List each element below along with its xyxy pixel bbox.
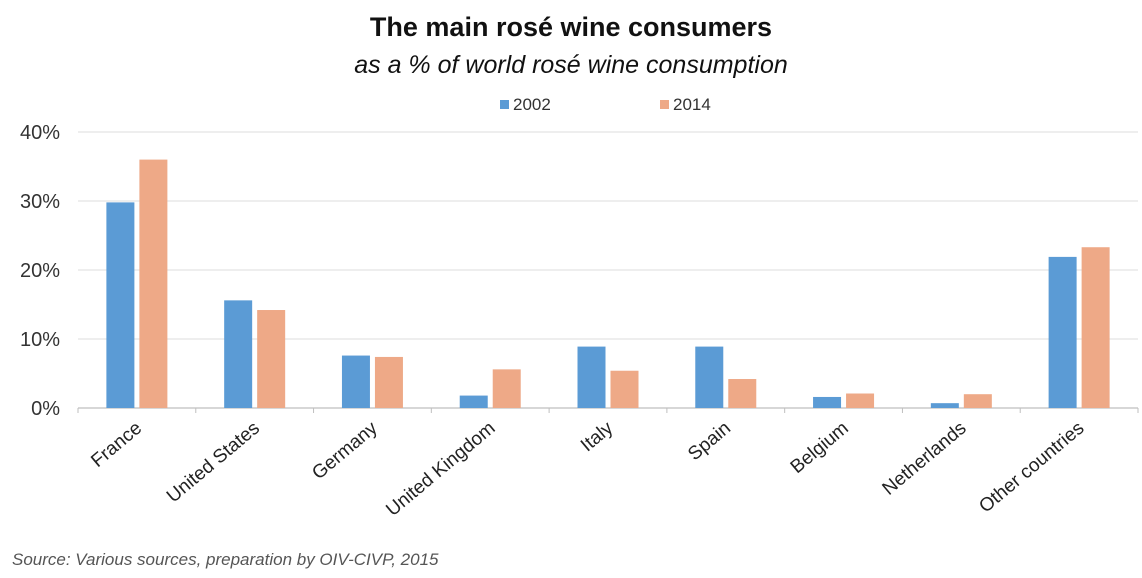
legend: 2002 2014 xyxy=(500,95,711,114)
bar-2014-italy xyxy=(610,370,639,408)
source-note: Source: Various sources, preparation by … xyxy=(12,550,439,569)
legend-label: 2002 xyxy=(513,95,551,114)
bar-2002-other-countries xyxy=(1048,256,1077,408)
chart-title: The main rosé wine consumers xyxy=(369,12,773,42)
bar-2014-belgium xyxy=(846,393,875,408)
y-tick-label: 0% xyxy=(31,398,60,420)
x-category-label: France xyxy=(87,418,146,472)
x-category-label: Belgium xyxy=(787,418,853,478)
bar-2002-italy xyxy=(577,346,606,408)
bar-2014-france xyxy=(139,159,168,408)
bar-2014-spain xyxy=(728,379,757,408)
x-axis-labels: France United States Germany United Kingdom… xyxy=(87,417,1088,520)
legend-swatch xyxy=(660,100,669,109)
bar-2002-belgium xyxy=(813,396,842,408)
y-tick-label: 40% xyxy=(20,122,60,144)
bar-2014-netherlands xyxy=(963,394,992,408)
y-tick-label: 20% xyxy=(20,260,60,282)
legend-label: 2014 xyxy=(673,95,711,114)
bar-2014-united-kingdom xyxy=(492,369,521,408)
bar-2002-netherlands xyxy=(930,403,959,408)
x-category-label: United States xyxy=(163,418,264,507)
bar-2002-united-states xyxy=(224,300,253,408)
y-axis-ticks: 0% 10% 20% 30% 40% xyxy=(20,122,60,420)
legend-swatch xyxy=(500,100,509,109)
bar-2014-other-countries xyxy=(1081,247,1110,408)
bar-2002-spain xyxy=(695,346,724,408)
x-category-label: Italy xyxy=(577,417,618,456)
bar-2014-united-states xyxy=(257,310,286,408)
bar-2002-united-kingdom xyxy=(459,395,488,408)
y-tick-label: 10% xyxy=(20,329,60,351)
x-category-label: Netherlands xyxy=(879,418,971,500)
bar-2002-germany xyxy=(341,355,370,408)
x-category-label: Germany xyxy=(308,417,382,484)
bars xyxy=(106,159,1110,408)
chart-subtitle: as a % of world rosé wine consumption xyxy=(354,51,788,79)
x-category-label: Spain xyxy=(684,418,735,465)
bar-2002-france xyxy=(106,202,135,408)
bar-2014-germany xyxy=(374,356,403,408)
x-category-label: Other countries xyxy=(975,418,1088,518)
x-category-label: United Kingdom xyxy=(382,418,499,521)
y-tick-label: 30% xyxy=(20,191,60,213)
gridlines xyxy=(77,131,1139,413)
